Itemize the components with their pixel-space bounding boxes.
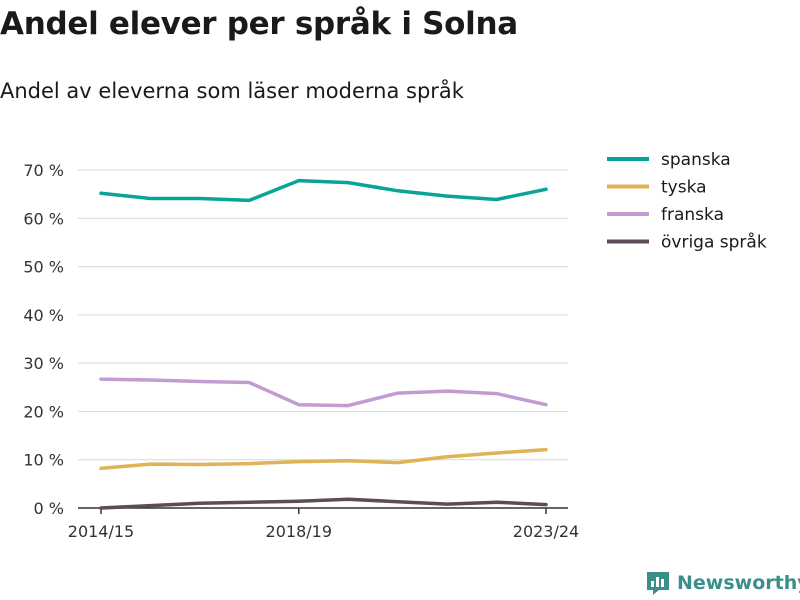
y-tick-label: 10 %: [23, 451, 64, 470]
chart-subtitle: Andel av eleverna som läser moderna språ…: [0, 79, 464, 103]
x-tick-label: 2014/15: [68, 522, 134, 541]
newsworthy-brand: Newsworthy: [645, 570, 800, 596]
y-tick-label: 60 %: [23, 209, 64, 228]
series-line-spanska: [99, 178, 548, 203]
y-tick-label: 20 %: [23, 402, 64, 421]
y-tick-label: 50 %: [23, 258, 64, 277]
series-line-övriga-språk: [99, 497, 548, 510]
y-tick-label: 30 %: [23, 354, 64, 373]
series-line-tyska: [99, 447, 548, 471]
legend-label: tyska: [661, 178, 707, 198]
legend-label: övriga språk: [661, 232, 767, 253]
chart-title: Andel elever per språk i Solna: [0, 6, 518, 42]
x-tick-label: 2018/19: [266, 522, 332, 541]
legend-label: spanska: [661, 150, 731, 170]
series-line-franska: [99, 377, 548, 408]
legend-label: franska: [661, 205, 724, 225]
y-tick-label: 70 %: [23, 161, 64, 180]
x-tick-label: 2023/24: [513, 522, 579, 541]
brand-name: Newsworthy: [677, 572, 800, 594]
newsworthy-logo-icon: [647, 572, 669, 595]
y-tick-label: 0 %: [34, 499, 64, 518]
y-tick-label: 40 %: [23, 306, 64, 325]
